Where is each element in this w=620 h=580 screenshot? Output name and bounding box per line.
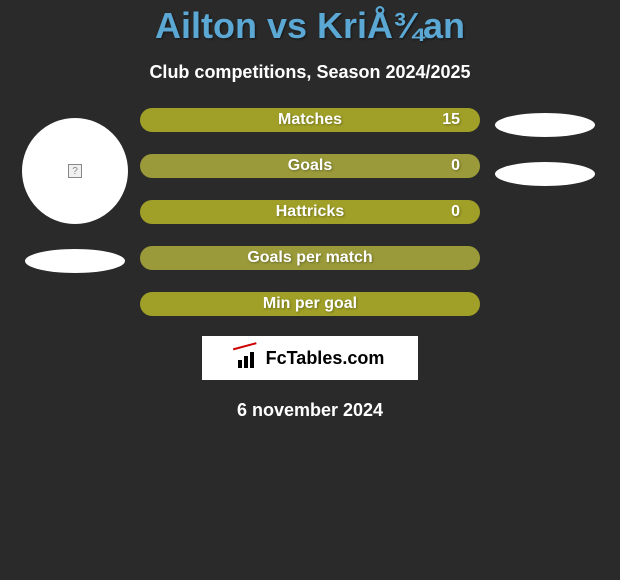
stat-row-min-per-goal: Min per goal — [140, 292, 480, 316]
source-logo[interactable]: FcTables.com — [202, 336, 418, 380]
stat-label: Goals per match — [247, 249, 372, 267]
player-column-left: ? — [20, 108, 130, 273]
placeholder-icon: ? — [68, 164, 82, 178]
stat-value-right: 0 — [451, 157, 460, 175]
stat-label: Matches — [278, 111, 342, 129]
stat-label: Min per goal — [263, 295, 357, 313]
player-column-right — [490, 108, 600, 186]
comparison-area: ? Matches 15 Goals 0 Hattricks 0 Goals p… — [0, 108, 620, 316]
page-subtitle: Club competitions, Season 2024/2025 — [0, 62, 620, 83]
page-title: Ailton vs KriÅ¾an — [0, 5, 620, 47]
stat-value-right: 0 — [451, 203, 460, 221]
chart-icon — [236, 348, 260, 368]
stat-row-goals-per-match: Goals per match — [140, 246, 480, 270]
stat-row-goals: Goals 0 — [140, 154, 480, 178]
logo-text: FcTables.com — [266, 348, 385, 369]
stat-row-matches: Matches 15 — [140, 108, 480, 132]
comparison-container: Ailton vs KriÅ¾an Club competitions, Sea… — [0, 0, 620, 421]
shadow-ellipse-right-1 — [495, 113, 595, 137]
player-avatar-left: ? — [22, 118, 128, 224]
stat-label: Goals — [288, 157, 332, 175]
shadow-ellipse-left — [25, 249, 125, 273]
stat-row-hattricks: Hattricks 0 — [140, 200, 480, 224]
stat-label: Hattricks — [276, 203, 344, 221]
shadow-ellipse-right-2 — [495, 162, 595, 186]
footer-date: 6 november 2024 — [0, 400, 620, 421]
stats-column: Matches 15 Goals 0 Hattricks 0 Goals per… — [140, 108, 480, 316]
stat-value-right: 15 — [442, 111, 460, 129]
